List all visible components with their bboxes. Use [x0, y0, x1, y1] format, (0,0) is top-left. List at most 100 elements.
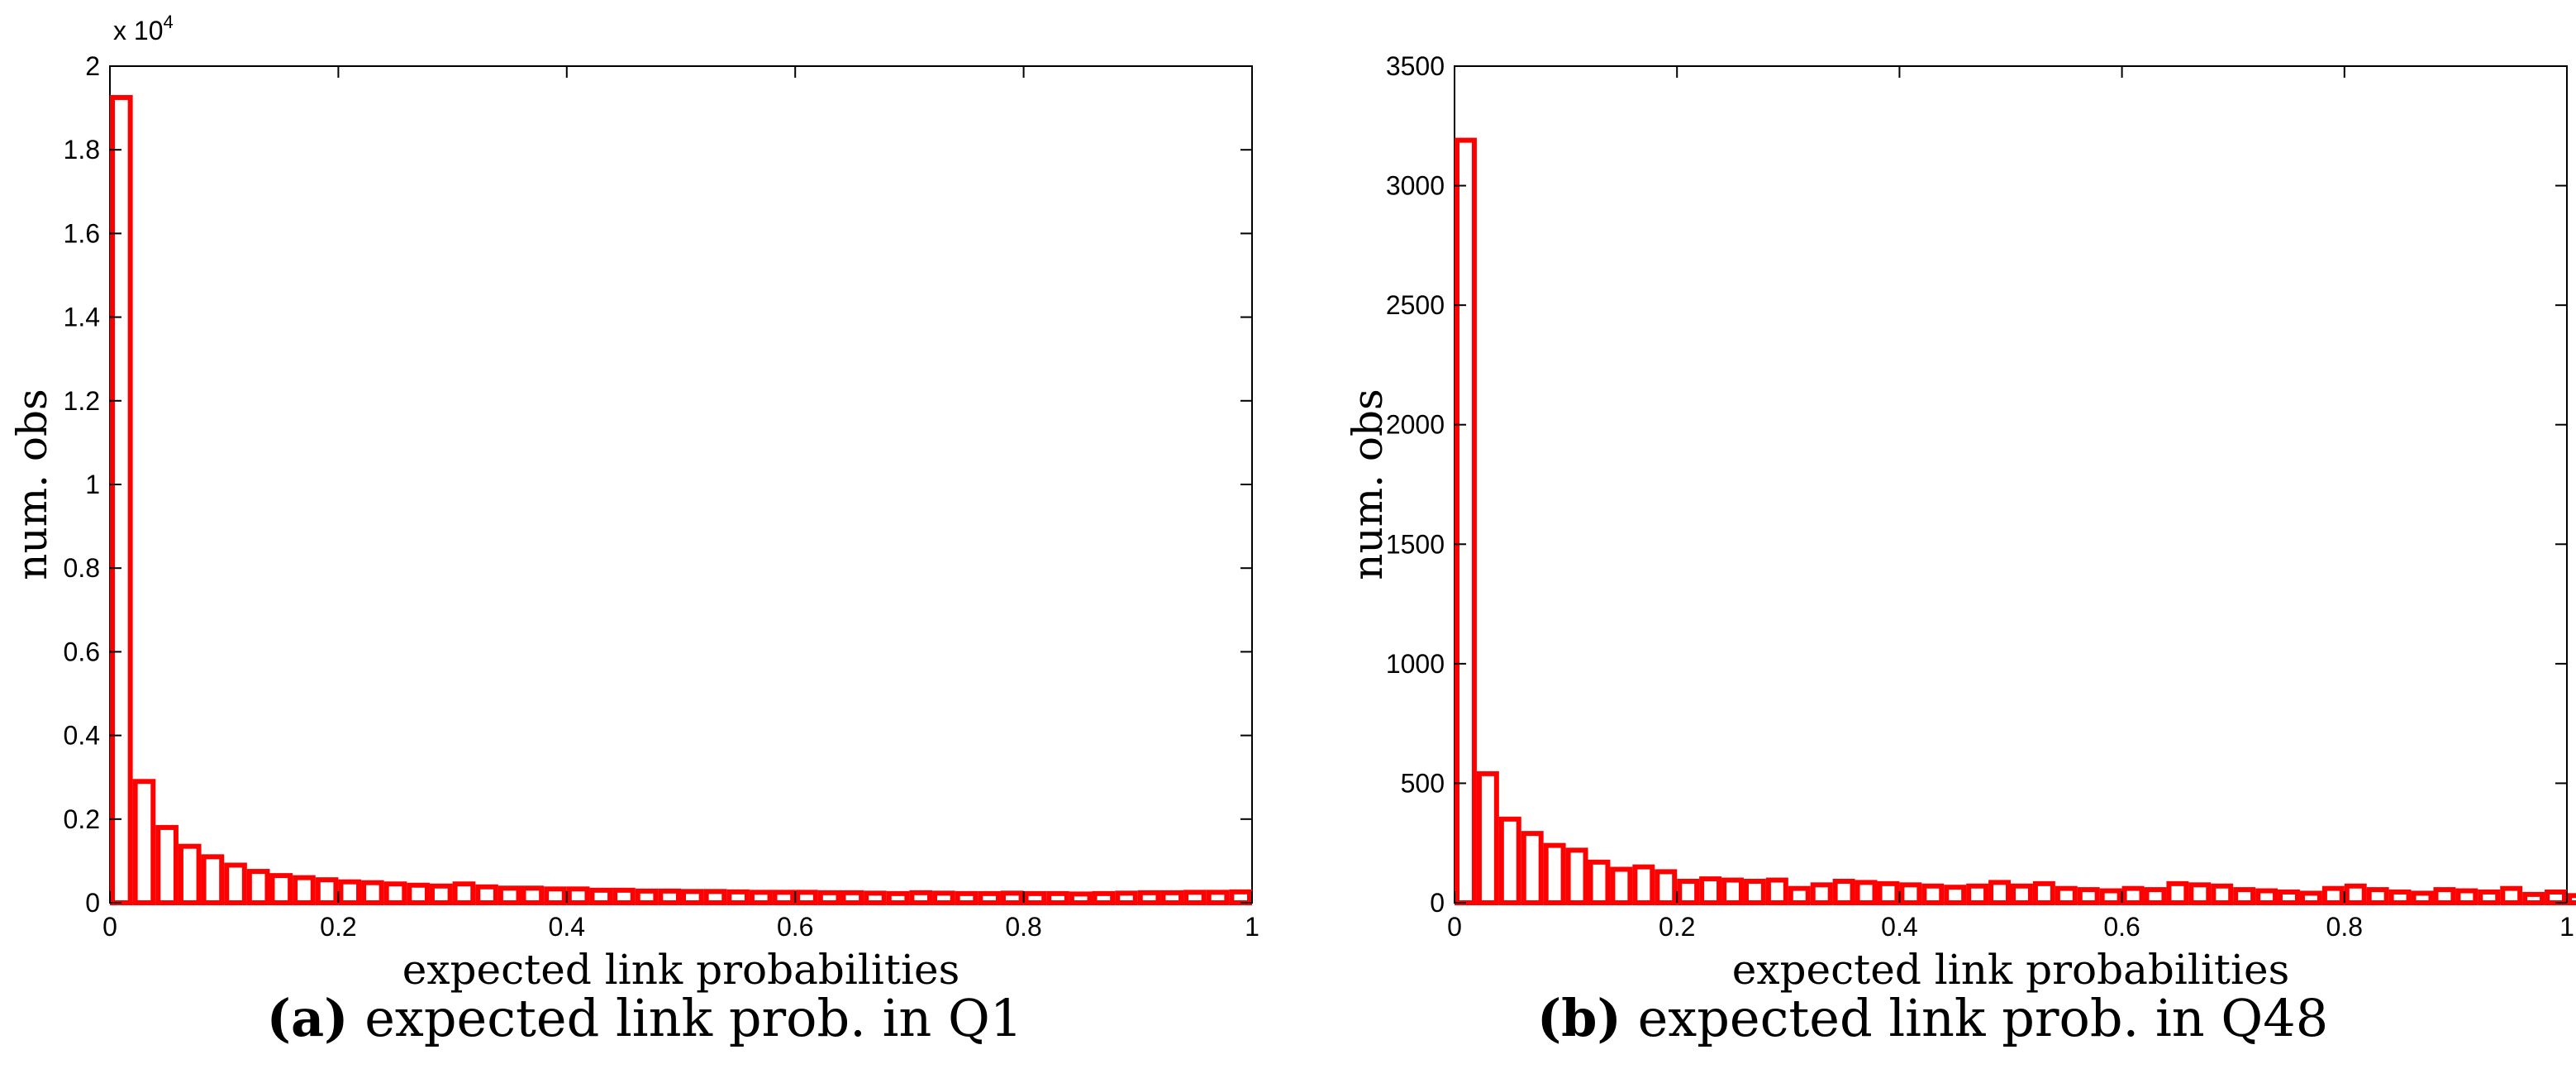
histogram-bar — [1721, 877, 1744, 905]
histogram-bar — [452, 881, 476, 905]
figure-a: 0 0.2 0.4 0.6 0.8 1 0 0.2 0.4 0.6 0.8 1 1.2 1.4 1.6 1.8… — [8, 12, 1259, 1048]
x-axis-label: expected link probabilities — [1732, 946, 2290, 994]
plot-frame — [109, 65, 1253, 904]
y-tick-label: 1.6 — [64, 218, 100, 248]
histogram-bar — [315, 877, 339, 906]
histogram-bar — [2144, 887, 2167, 906]
histogram-bar — [909, 890, 933, 905]
histogram-bar — [886, 890, 910, 906]
x-tick-label: 0.8 — [2326, 912, 2363, 942]
x-tick-label: 0.8 — [1005, 912, 1041, 942]
histogram-bar — [2299, 890, 2322, 906]
histogram-bar — [2321, 885, 2345, 906]
histogram-bar — [2500, 885, 2523, 906]
y-tick-label: 1500 — [1386, 529, 1445, 559]
histogram-bar — [2433, 887, 2456, 906]
histogram-bar — [1765, 877, 1788, 905]
y-tick-label: 3000 — [1386, 171, 1445, 201]
histogram-bar — [1855, 880, 1878, 905]
histogram-bar — [2055, 885, 2078, 906]
histogram-bar — [269, 873, 293, 905]
histogram-bar — [2099, 888, 2122, 905]
histogram-bar — [1565, 847, 1588, 905]
histogram-bar — [955, 890, 978, 906]
histogram-bar — [1092, 890, 1116, 906]
histogram-bar — [566, 886, 590, 906]
histogram-bar — [2545, 889, 2567, 905]
histogram-bar — [1743, 878, 1766, 906]
histogram-bar — [1229, 889, 1252, 905]
histogram-bar — [1988, 880, 2012, 905]
histogram-bar — [2344, 883, 2367, 906]
histogram-bar — [635, 888, 659, 906]
y-tick-label: 2500 — [1386, 290, 1445, 320]
y-tick-label: 1.2 — [64, 386, 100, 416]
histogram-bar — [2455, 888, 2478, 905]
y-axis-label: num. obs — [1344, 389, 1392, 580]
caption-b: (b) expected link prob. in Q48 — [1289, 988, 2576, 1048]
x-tick-label: 1 — [2559, 912, 2574, 942]
plot-frame — [1454, 65, 2568, 904]
x-tick-label: 0 — [102, 912, 117, 942]
histogram-bar — [932, 890, 955, 906]
histogram-bar — [2032, 880, 2055, 905]
histogram-bar — [1000, 890, 1024, 906]
histogram-bar — [1046, 890, 1069, 906]
histogram-bar — [2166, 880, 2189, 905]
x-tick-label: 0.6 — [2103, 912, 2140, 942]
histogram-bar — [224, 862, 247, 905]
histogram-bar — [1023, 890, 1047, 906]
histogram-bar — [110, 94, 133, 905]
caption-a-text: expected link prob. in Q1 — [364, 988, 1023, 1048]
histogram-bar — [544, 886, 567, 906]
y-tick-label: 0 — [1430, 888, 1445, 918]
histogram-bar — [2121, 885, 2145, 906]
histogram-bar — [361, 880, 384, 906]
histogram-bar — [1944, 885, 1967, 905]
histogram-bar — [1921, 883, 1945, 906]
histogram-bar — [1115, 890, 1138, 906]
histogram-bar — [2411, 890, 2434, 906]
histogram-bar — [155, 824, 179, 905]
x-tick-label: 0.4 — [1881, 912, 1917, 942]
y-tick-label: 1.8 — [64, 135, 100, 165]
histogram-bar — [1069, 891, 1093, 906]
histogram-bar — [2388, 889, 2412, 905]
y-tick-label: 2000 — [1386, 410, 1445, 440]
y-tick-label: 3500 — [1386, 51, 1445, 81]
histogram-bar — [2077, 887, 2100, 906]
caption-b-text: expected link prob. in Q48 — [1637, 988, 2329, 1048]
figure-b: 0 0.2 0.4 0.6 0.8 1 0 500 1000 1500 2000 2500 3000 35… — [1289, 0, 2576, 1083]
histogram-bar — [2366, 887, 2389, 906]
y-scale-multiplier: x 104 — [113, 12, 174, 45]
x-tick-label: 0.2 — [1659, 912, 1695, 942]
histogram-bar — [2567, 893, 2576, 905]
histogram-a: 0 0.2 0.4 0.6 0.8 1 0 0.2 0.4 0.6 0.8 1 1.2 1.4 1.6 1.8… — [8, 12, 1259, 994]
histogram-bar — [978, 890, 1001, 906]
y-tick-label: 1 — [85, 470, 100, 499]
histogram-bar — [498, 885, 521, 906]
histogram-bar — [1476, 771, 1499, 905]
histogram-bar — [681, 889, 704, 906]
histogram-bar — [1610, 866, 1633, 906]
x-tick-label: 1 — [1245, 912, 1259, 942]
y-tick-label: 2 — [85, 51, 100, 81]
histogram-bar — [726, 889, 750, 905]
histogram-bar — [132, 779, 156, 906]
y-tick-label: 1000 — [1386, 649, 1445, 679]
histogram-bar — [1521, 831, 1544, 905]
histogram-bar — [840, 890, 864, 905]
histogram-bar — [338, 879, 362, 905]
histogram-bar — [246, 869, 270, 906]
histogram-bar — [2278, 889, 2300, 905]
histogram-bar — [1699, 876, 1722, 905]
histogram-bar — [1677, 878, 1700, 906]
histogram-b: 0 0.2 0.4 0.6 0.8 1 0 500 1000 1500 2000 2500 3000 35… — [1344, 51, 2576, 994]
y-axis-label: num. obs — [8, 389, 56, 580]
y-tick-label: 0.8 — [64, 553, 100, 583]
x-axis-label: expected link probabilities — [402, 946, 960, 994]
histogram-bar — [2188, 882, 2212, 906]
histogram-bar — [795, 890, 818, 905]
histogram-bar — [1498, 816, 1521, 905]
histogram-bar — [2233, 887, 2256, 906]
